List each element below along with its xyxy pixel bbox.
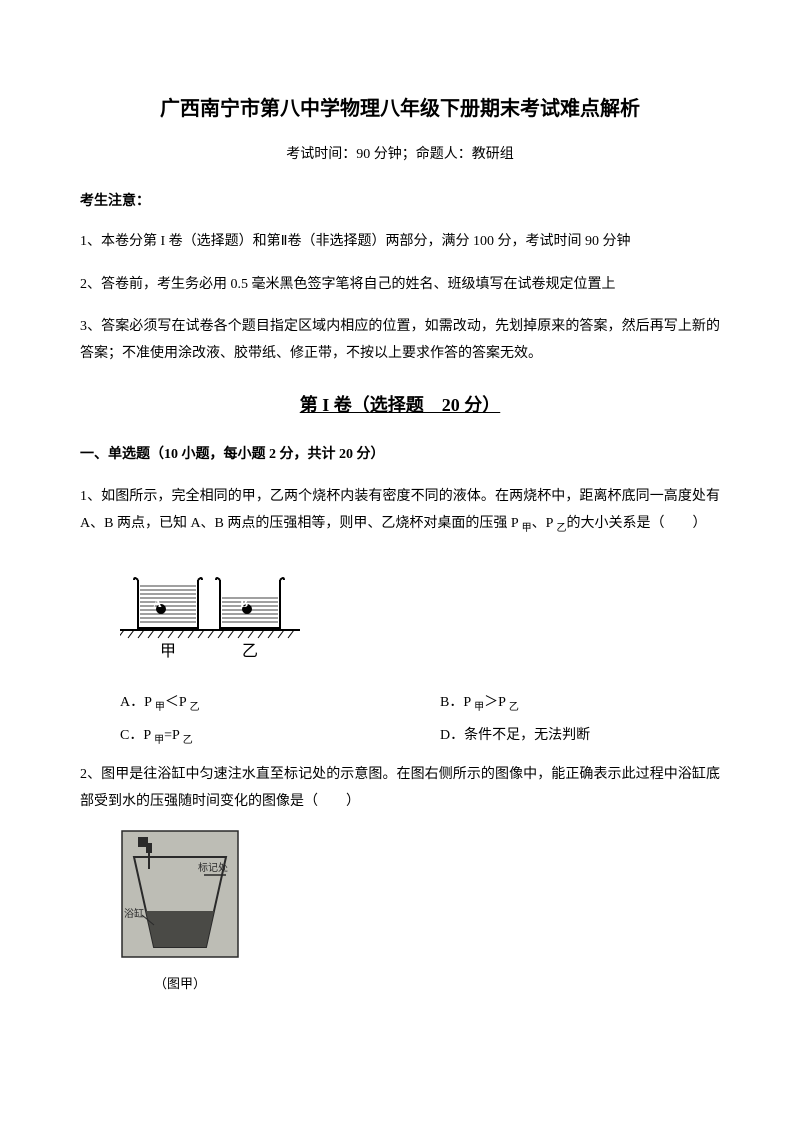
beakers-diagram-icon: A B 甲 乙 [120,552,300,662]
bathtub-diagram-icon: 标记处 浴缸 [120,829,240,959]
q1-option-c: C．P 甲=P 乙 [120,723,440,750]
svg-text:B: B [240,596,248,610]
q1-sub1: 甲 [522,523,532,534]
exam-title: 广西南宁市第八中学物理八年级下册期末考试难点解析 [80,90,720,128]
tub-label: 浴缸 [124,907,144,920]
q1-option-b: B．P 甲＞P 乙 [440,690,720,717]
svg-text:A: A [153,596,162,610]
notice-3: 3、答案必须写在试卷各个题目指定区域内相应的位置，如需改动，先划掉原来的答案，然… [80,314,720,367]
mark-label: 标记处 [198,862,228,874]
label-yi: 乙 [242,643,258,660]
q1-option-d: D．条件不足，无法判断 [440,723,720,750]
part-heading: 一、单选题（10 小题，每小题 2 分，共计 20 分） [80,442,720,469]
section-1-title: 第 I 卷（选择题 20 分） [80,388,720,422]
q1-text-c: 的大小关系是（ ） [566,516,706,531]
beaker-yi-icon: B [216,578,284,628]
q1-sub2: 乙 [556,523,566,534]
notice-heading: 考生注意： [80,189,720,216]
q1-option-a: A．P 甲＜P 乙 [120,690,440,717]
notice-1: 1、本卷分第 I 卷（选择题）和第Ⅱ卷（非选择题）两部分，满分 100 分，考试… [80,229,720,256]
question-2: 2、图甲是往浴缸中匀速注水直至标记处的示意图。在图右侧所示的图像中，能正确表示此… [80,762,720,815]
q2-figure: 标记处 浴缸 （图甲） [120,829,720,996]
q1-options-row-1: A．P 甲＜P 乙 B．P 甲＞P 乙 [120,690,720,717]
notice-2: 2、答卷前，考生务必用 0.5 毫米黑色签字笔将自己的姓名、班级填写在试卷规定位… [80,272,720,299]
q2-caption: （图甲） [120,972,240,997]
q1-options-row-2: C．P 甲=P 乙 D．条件不足，无法判断 [120,723,720,750]
label-jia: 甲 [160,643,176,660]
q1-text-b: 、P [532,516,557,531]
question-1: 1、如图所示，完全相同的甲，乙两个烧杯内装有密度不同的液体。在两烧杯中，距离杯底… [80,484,720,537]
exam-subtitle: 考试时间：90 分钟；命题人：教研组 [80,142,720,169]
beaker-jia-icon: A [134,578,202,628]
q1-figure: A B 甲 乙 [120,552,720,673]
